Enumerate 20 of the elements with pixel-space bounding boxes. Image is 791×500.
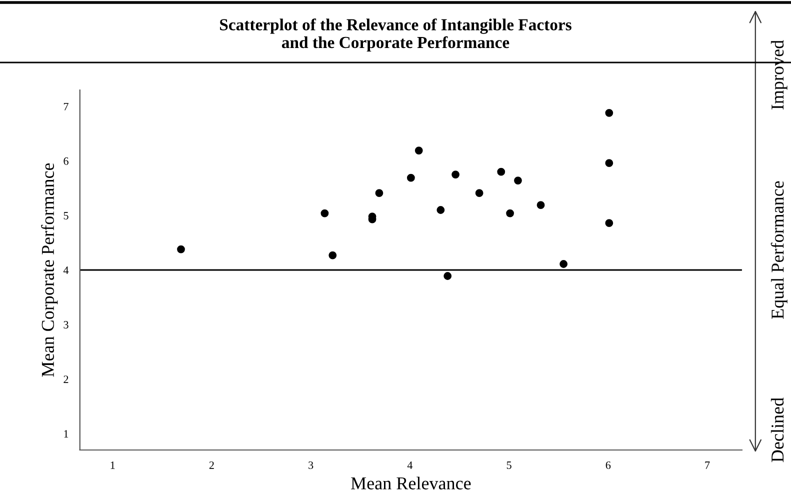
- y-tick-label: 2: [64, 376, 68, 383]
- chart-title: Scatterplot of the Relevance of Intangible Factors and the Corporate Performance: [220, 18, 572, 52]
- x-axis-title: Mean Relevance: [351, 476, 471, 490]
- x-tick-label: 6: [606, 461, 611, 469]
- x-tick-label: 3: [308, 461, 314, 469]
- text: Declined: [770, 398, 784, 462]
- x-tick-label: 2: [209, 461, 214, 469]
- y-tick-label: 7: [64, 102, 68, 110]
- x-tick-label: 7: [705, 462, 710, 469]
- y-tick-label: 6: [64, 157, 68, 165]
- y-axis-title: Mean Corporate Performance: [41, 163, 58, 377]
- text: Equal Performance: [770, 181, 788, 319]
- x-tick-label: 5: [506, 462, 512, 469]
- y-tick-label: 4: [63, 266, 69, 274]
- y-tick-label: 1: [64, 430, 68, 438]
- x-tick-label: 4: [407, 462, 413, 469]
- text: Improved: [770, 40, 788, 110]
- x-tick-label: 1: [110, 461, 115, 469]
- y-tick-label: 5: [64, 212, 68, 220]
- y-tick-label: 3: [64, 321, 68, 329]
